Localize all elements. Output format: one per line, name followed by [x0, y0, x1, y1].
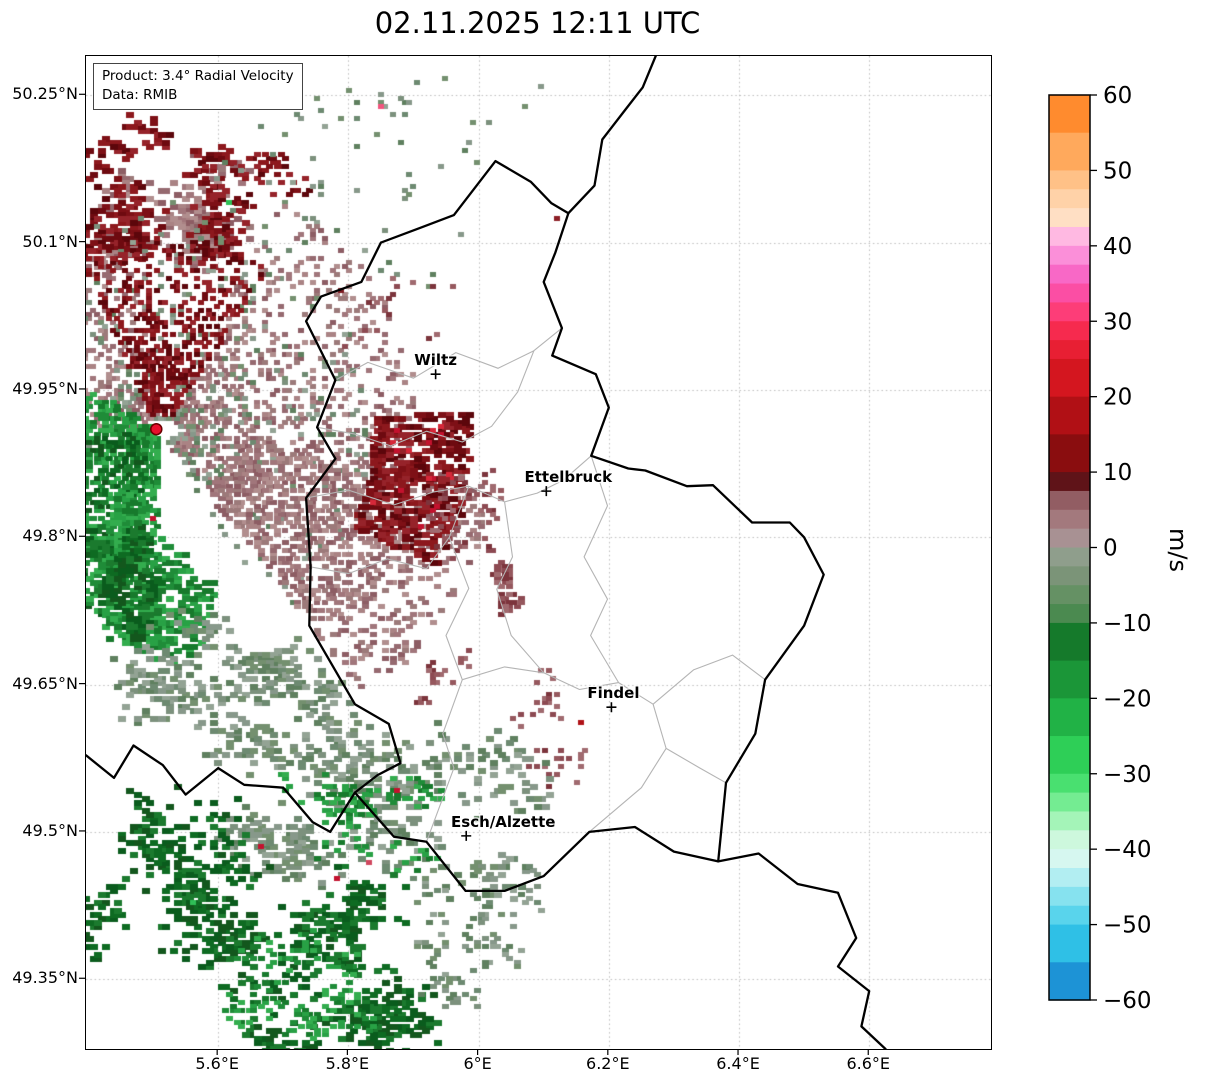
- colorbar-segment: [1049, 490, 1090, 511]
- x-tick-label: 5.8°E: [325, 1054, 370, 1073]
- radar-site-dot: [150, 422, 163, 436]
- colorbar-tick-label: −10: [1103, 611, 1152, 637]
- colorbar-tick-label: 40: [1103, 234, 1132, 260]
- x-tick-label: 6.4°E: [716, 1054, 760, 1073]
- colorbar-segment: [1049, 924, 1090, 963]
- colorbar-segment: [1049, 886, 1090, 907]
- colorbar-segment: [1049, 226, 1090, 247]
- colorbar-segment: [1049, 566, 1090, 586]
- x-tick-label: 6.2°E: [586, 1054, 630, 1073]
- colorbar-tick-label: 60: [1103, 83, 1132, 109]
- country-border-be-de: [567, 56, 658, 215]
- colorbar-segment: [1049, 245, 1090, 266]
- colorbar-tick-label: −20: [1103, 686, 1152, 712]
- y-tick-label: 49.8°N: [22, 526, 78, 546]
- colorbar-segment: [1049, 208, 1090, 228]
- colorbar-segment: [1049, 622, 1090, 662]
- colorbar-tick-label: 0: [1103, 536, 1118, 562]
- canton-border: [335, 327, 563, 381]
- colorbar-segment: [1049, 962, 1090, 1001]
- colorbar-segment: [1049, 302, 1090, 322]
- colorbar-segment: [1049, 396, 1090, 435]
- colorbar-segment: [1049, 358, 1090, 398]
- canton-border: [496, 501, 545, 674]
- y-tick-label: 50.25°N: [12, 84, 78, 104]
- colorbar-segment: [1049, 509, 1090, 530]
- colorbar-segment: [1049, 283, 1090, 303]
- colorbar-segment: [1049, 604, 1090, 624]
- canton-border: [652, 654, 766, 705]
- colorbar-segment: [1049, 773, 1090, 794]
- canton-border: [425, 486, 470, 842]
- country-border-be-fr: [86, 744, 357, 834]
- canton-border: [583, 455, 620, 683]
- colorbar-unit-label: m/s: [1163, 528, 1192, 572]
- x-tick-label: 6.6°E: [846, 1054, 891, 1073]
- colorbar-tick-label: 20: [1103, 385, 1132, 411]
- country-border-luxembourg: [304, 159, 825, 893]
- colorbar-segment: [1049, 264, 1090, 285]
- colorbar-segment: [1049, 189, 1090, 209]
- y-tick-label: 49.65°N: [12, 673, 78, 693]
- colorbar-segment: [1049, 132, 1090, 172]
- canton-border: [665, 747, 727, 784]
- colorbar-segment: [1049, 95, 1090, 134]
- x-tick-label: 5.6°E: [195, 1054, 239, 1073]
- city-marker-ettelbruck: [541, 486, 552, 497]
- colorbar-segment: [1049, 547, 1090, 567]
- city-marker-esch-alzette: [461, 830, 472, 841]
- colorbar-tick-label: −50: [1103, 913, 1152, 939]
- colorbar-segment: [1049, 792, 1090, 813]
- colorbar-tick-label: −30: [1103, 762, 1152, 788]
- product-line: Product: 3.4° Radial Velocity: [102, 68, 294, 84]
- product-info-box: Product: 3.4° Radial Velocity Data: RMIB: [93, 63, 303, 110]
- colorbar-segment: [1049, 340, 1090, 360]
- city-marker-findel: [606, 702, 617, 713]
- colorbar-segment: [1049, 736, 1090, 775]
- city-label-findel: Findel: [587, 684, 639, 702]
- colorbar-segment: [1049, 811, 1090, 831]
- colorbar-tick-label: −60: [1103, 988, 1152, 1014]
- colorbar-segment: [1049, 434, 1090, 473]
- colorbar-tick-label: 50: [1103, 158, 1132, 184]
- canton-border: [317, 350, 535, 447]
- map-panel: Wiltz Ettelbruck Findel Esch/Alzette Produc…: [85, 55, 992, 1050]
- colorbar-segment: [1049, 585, 1090, 605]
- colorbar: 60 50 40 30 20 10 0 −10 −20 −30 −40 −50 −60: [1048, 83, 1152, 1014]
- colorbar-segment: [1049, 905, 1090, 926]
- y-tick-label: 49.35°N: [12, 968, 78, 988]
- canton-border: [309, 536, 450, 575]
- figure-title: 02.11.2025 12:11 UTC: [374, 6, 701, 40]
- city-label-ettelbruck: Ettelbruck: [525, 468, 614, 486]
- y-tick-label: 49.5°N: [22, 820, 78, 840]
- colorbar-tick-label: 30: [1103, 309, 1132, 335]
- y-tick-label: 50.1°N: [22, 231, 78, 251]
- colorbar-segment: [1049, 321, 1090, 341]
- city-label-esch-alzette: Esch/Alzette: [451, 813, 555, 831]
- data-source-line: Data: RMIB: [102, 86, 178, 103]
- colorbar-segment: [1049, 528, 1090, 549]
- colorbar-segment: [1049, 660, 1090, 699]
- colorbar-segment: [1049, 849, 1090, 869]
- y-tick-label: 49.95°N: [12, 378, 78, 398]
- colorbar-tick-label: 10: [1103, 460, 1132, 486]
- city-marker-wiltz: [430, 369, 441, 380]
- city-label-wiltz: Wiltz: [414, 351, 457, 369]
- colorbar-segment: [1049, 830, 1090, 850]
- colorbar-segment: [1049, 868, 1090, 888]
- colorbar-segment: [1049, 698, 1090, 737]
- country-border-fr-de: [717, 852, 887, 1049]
- colorbar-segment: [1049, 472, 1090, 492]
- colorbar-segment: [1049, 170, 1090, 190]
- map-overlay: Wiltz Ettelbruck Findel Esch/Alzette: [86, 56, 887, 1049]
- x-tick-label: 6°E: [463, 1054, 492, 1073]
- colorbar-tick-label: −40: [1103, 837, 1152, 863]
- radar-echo-canvas: [86, 56, 991, 1049]
